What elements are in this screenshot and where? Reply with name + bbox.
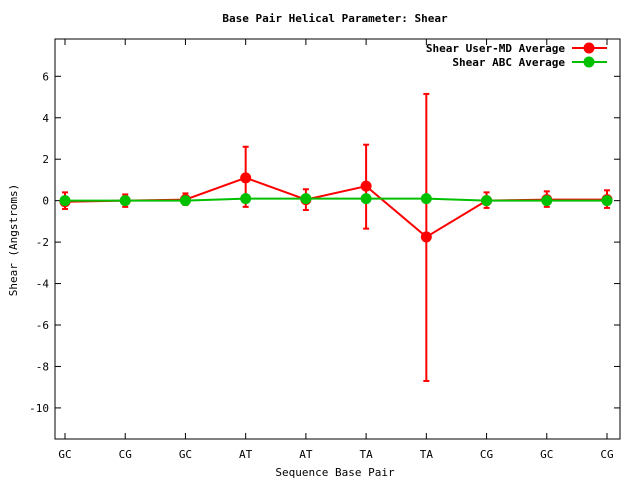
x-tick-label: AT xyxy=(299,448,313,461)
data-point-abc xyxy=(481,195,493,207)
x-tick-label: CG xyxy=(119,448,132,461)
y-tick-label: -6 xyxy=(36,319,49,332)
y-tick-label: -10 xyxy=(29,402,49,415)
data-point-abc xyxy=(601,195,613,207)
x-tick-label: GC xyxy=(179,448,192,461)
plot-area-frame xyxy=(54,38,621,440)
legend-marker-user-md xyxy=(583,42,595,54)
x-tick-label: GC xyxy=(540,448,553,461)
data-point-abc xyxy=(420,193,432,205)
y-tick-label: -4 xyxy=(36,278,50,291)
data-point-abc xyxy=(59,195,71,207)
legend-label-abc: Shear ABC Average xyxy=(452,56,565,69)
data-point-abc xyxy=(240,193,252,205)
data-point-abc xyxy=(541,195,553,207)
data-point-user-md xyxy=(240,172,252,184)
legend-marker-abc xyxy=(583,56,595,68)
chart-title: Base Pair Helical Parameter: Shear xyxy=(222,12,448,25)
y-tick-label: 4 xyxy=(42,112,49,125)
x-tick-label: AT xyxy=(239,448,253,461)
x-tick-label: TA xyxy=(420,448,434,461)
x-axis-ticks: GC CG GC AT AT TA TA CG GC CG xyxy=(58,39,614,461)
series-line-user-md xyxy=(64,176,607,239)
data-point-user-md xyxy=(360,180,372,192)
x-tick-label: CG xyxy=(480,448,493,461)
data-point-abc xyxy=(360,193,372,205)
y-tick-label: -8 xyxy=(36,360,49,373)
x-axis-label: Sequence Base Pair xyxy=(275,466,395,479)
y-tick-label: 6 xyxy=(42,70,49,83)
y-axis-label: Shear (Angstroms) xyxy=(7,184,20,297)
x-tick-label: TA xyxy=(359,448,373,461)
series-layer xyxy=(59,92,613,382)
data-point-abc xyxy=(300,193,312,205)
data-point-abc xyxy=(119,195,131,207)
series-line-abc xyxy=(65,197,607,202)
data-point-user-md xyxy=(420,231,432,243)
x-tick-label: CG xyxy=(600,448,613,461)
data-point-abc xyxy=(179,195,191,207)
x-tick-label: GC xyxy=(58,448,71,461)
y-axis-ticks: -10 -8 -6 -4 -2 0 2 4 6 xyxy=(29,70,620,415)
legend-label-user-md: Shear User-MD Average xyxy=(426,42,565,55)
series-user-md xyxy=(59,92,613,382)
y-tick-label: 0 xyxy=(42,195,49,208)
y-tick-label: -2 xyxy=(36,236,49,249)
series-abc xyxy=(59,193,613,207)
y-tick-label: 2 xyxy=(42,153,49,166)
